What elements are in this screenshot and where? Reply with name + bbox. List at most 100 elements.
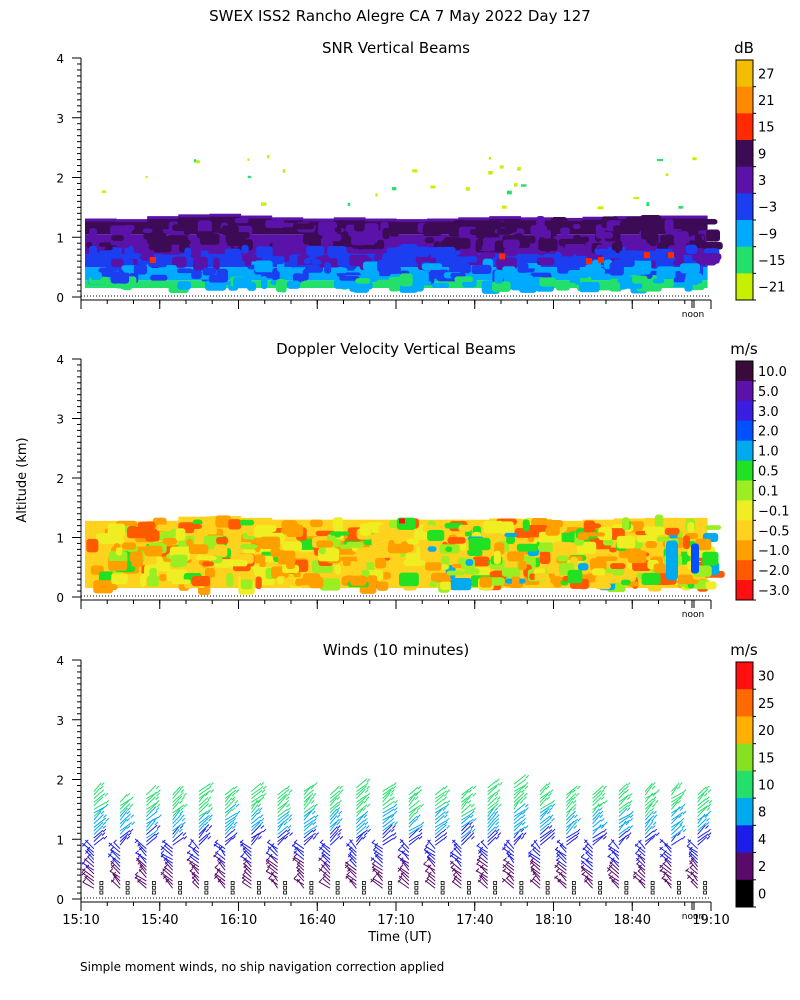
wind-barb-flag xyxy=(598,807,603,811)
wind-barb-flag xyxy=(393,810,398,815)
wind-barb xyxy=(618,783,628,792)
wind-barb xyxy=(530,859,541,868)
wind-barb-flag xyxy=(450,850,454,854)
y-tick-label: 4 xyxy=(56,654,64,668)
heatmap-cell xyxy=(431,282,450,289)
colorbar-swatch xyxy=(736,580,753,601)
heatmap-cell xyxy=(660,234,674,244)
heatmap-cell xyxy=(539,551,551,565)
colorbar-label: 10 xyxy=(758,779,775,794)
wind-barb-flag xyxy=(626,782,631,786)
wind-barb xyxy=(303,815,316,825)
wind-barb xyxy=(425,845,436,853)
wind-barb xyxy=(303,829,314,839)
wind-barb-flag xyxy=(682,810,687,815)
wind-barb xyxy=(426,856,436,868)
wind-barb-flag xyxy=(268,875,272,880)
wind-barb xyxy=(399,867,410,875)
heatmap-cell xyxy=(560,227,571,235)
wind-barb xyxy=(119,818,128,828)
heatmap-cell xyxy=(467,549,483,557)
low-level-marker xyxy=(388,885,393,890)
heatmap-cell xyxy=(504,248,515,254)
wind-barb xyxy=(697,788,709,799)
colorbar-swatch xyxy=(736,193,753,221)
wind-barb-flag xyxy=(260,782,265,786)
heatmap-cell xyxy=(244,258,252,267)
wind-barb xyxy=(146,824,158,835)
heatmap-cell xyxy=(598,256,604,263)
wind-barb xyxy=(172,792,184,803)
wind-barb xyxy=(453,877,462,886)
wind-barb xyxy=(198,811,207,821)
wind-barb xyxy=(424,880,436,889)
heatmap-cell xyxy=(296,273,306,282)
wind-barb-flag xyxy=(628,800,633,804)
wind-barb xyxy=(513,774,526,785)
wind-barb-flag xyxy=(102,828,107,833)
heatmap-cell xyxy=(425,562,442,571)
wind-barb xyxy=(697,786,707,796)
wind-barb xyxy=(461,822,470,832)
wind-barb-flag xyxy=(635,850,639,854)
wind-barb xyxy=(566,814,575,825)
wind-barb-flag xyxy=(318,878,323,883)
wind-barb-flag xyxy=(373,850,378,854)
wind-barb xyxy=(566,785,578,796)
wind-barb xyxy=(487,820,497,832)
wind-barb-flag xyxy=(100,789,105,793)
heatmap-cell xyxy=(625,216,645,231)
wind-barb-flag xyxy=(600,796,605,801)
wind-barb-flag xyxy=(472,817,477,822)
wind-barb-flag xyxy=(546,796,551,801)
wind-barb-flag xyxy=(288,789,293,793)
wind-barb xyxy=(434,824,447,835)
heatmap-cell xyxy=(412,169,418,173)
wind-barb-flag xyxy=(319,839,324,844)
wind-barb-flag xyxy=(259,814,264,819)
heatmap-cell xyxy=(352,281,370,293)
wind-barb-flag xyxy=(574,835,579,840)
wind-barb-flag xyxy=(267,864,271,869)
heatmap-cell xyxy=(99,251,116,259)
wind-barb xyxy=(198,788,209,796)
wind-barb-flag xyxy=(662,860,667,865)
wind-barb-flag xyxy=(113,839,117,844)
wind-barb xyxy=(539,802,552,810)
wind-barb xyxy=(398,849,410,857)
wind-barb xyxy=(475,870,488,878)
wind-barb-flag xyxy=(260,817,265,822)
heatmap-cell xyxy=(503,239,520,249)
colorbar-swatch xyxy=(736,440,753,462)
wind-barb-flag xyxy=(703,792,708,797)
wind-barb-flag xyxy=(603,832,608,836)
wind-barb-flag xyxy=(686,843,691,847)
wind-barb-flag xyxy=(190,839,194,844)
wind-barb xyxy=(556,859,567,868)
wind-barb xyxy=(461,818,474,828)
heatmap-cell xyxy=(149,567,157,578)
low-level-marker xyxy=(335,881,340,885)
heatmap-cell xyxy=(277,576,284,585)
wind-barb-flag xyxy=(135,857,140,862)
wind-barb-flag xyxy=(442,807,447,811)
colorbar-swatch xyxy=(736,662,753,690)
wind-barb-flag xyxy=(110,878,115,883)
colorbar-swatch xyxy=(736,716,753,745)
wind-barb-flag xyxy=(525,807,529,811)
wind-barb-flag xyxy=(468,789,472,793)
wind-barb xyxy=(478,855,488,864)
wind-barb-flag xyxy=(366,803,371,808)
wind-barb-flag xyxy=(609,875,613,880)
heatmap-cell xyxy=(381,552,401,558)
wind-barb xyxy=(293,850,305,860)
colorbar-swatch xyxy=(736,246,753,274)
wind-barb xyxy=(265,852,278,860)
heatmap-cell xyxy=(342,565,358,576)
wind-barb-flag xyxy=(103,814,107,819)
heatmap-cell xyxy=(507,551,525,562)
heatmap-cell xyxy=(511,575,520,588)
wind-barb xyxy=(607,845,620,853)
wind-barb-flag xyxy=(265,868,270,872)
heatmap-cell xyxy=(514,235,536,244)
